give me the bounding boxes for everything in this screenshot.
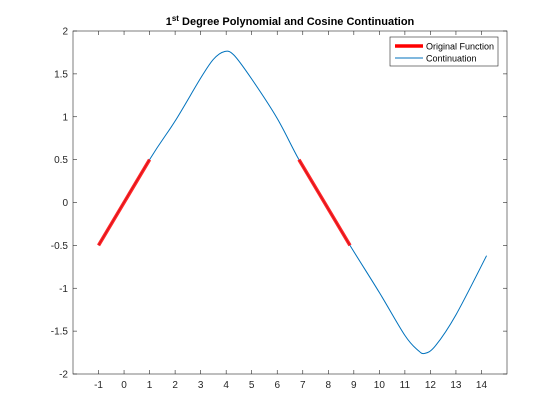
y-tick-label: 1 <box>62 112 68 123</box>
x-tick-label: 5 <box>249 380 255 391</box>
x-tick-label: 8 <box>326 380 332 391</box>
x-tick-label: 11 <box>400 380 411 391</box>
x-tick-label: 4 <box>223 380 229 391</box>
y-tick-label: -0.5 <box>51 241 69 252</box>
continuation-line <box>98 50 488 355</box>
x-tick-label: 14 <box>476 380 488 391</box>
x-tick-label: 6 <box>274 380 280 391</box>
ticks-layer: -1 0 1 2 3 4 5 6 7 8 9 10 11 12 13 14-2-1.5-1-0.500.511… <box>51 27 507 391</box>
y-tick-label: 0 <box>62 198 68 209</box>
x-tick-label: 2 <box>172 380 178 391</box>
title-prefix: 1 <box>166 16 172 28</box>
legend: Original Function Continuation <box>389 36 499 67</box>
x-tick-label: -1 <box>94 380 103 391</box>
y-tick-label: -1 <box>59 284 68 295</box>
y-tick-label: 1.5 <box>54 69 68 80</box>
title-rest: Degree Polynomial and Cosine Continuatio… <box>179 16 415 28</box>
chart-title: 1st Degree Polynomial and Cosine Continu… <box>166 14 415 28</box>
plot-background <box>73 31 507 374</box>
x-tick-label: 10 <box>374 380 386 391</box>
y-tick-label: 2 <box>62 27 68 38</box>
original-function-segment-2 <box>297 158 352 247</box>
original-layer <box>97 158 352 247</box>
x-tick-label: 9 <box>351 380 357 391</box>
y-tick-label: -1.5 <box>51 327 69 338</box>
x-tick-label: 13 <box>450 380 462 391</box>
x-tick-label: 12 <box>425 380 437 391</box>
x-tick-label: 0 <box>121 380 127 391</box>
legend-label-original: Original Function <box>426 42 494 52</box>
y-tick-label: -2 <box>59 370 68 381</box>
original-function-segment-1 <box>97 158 152 247</box>
continuation-layer <box>98 50 488 355</box>
x-tick-label: 7 <box>300 380 306 391</box>
y-tick-label: 0.5 <box>54 155 68 166</box>
title-superscript: st <box>172 14 179 23</box>
x-tick-label: 1 <box>147 380 153 391</box>
x-tick-label: 3 <box>198 380 204 391</box>
legend-box <box>389 36 499 67</box>
legend-label-continuation: Continuation <box>426 54 477 64</box>
